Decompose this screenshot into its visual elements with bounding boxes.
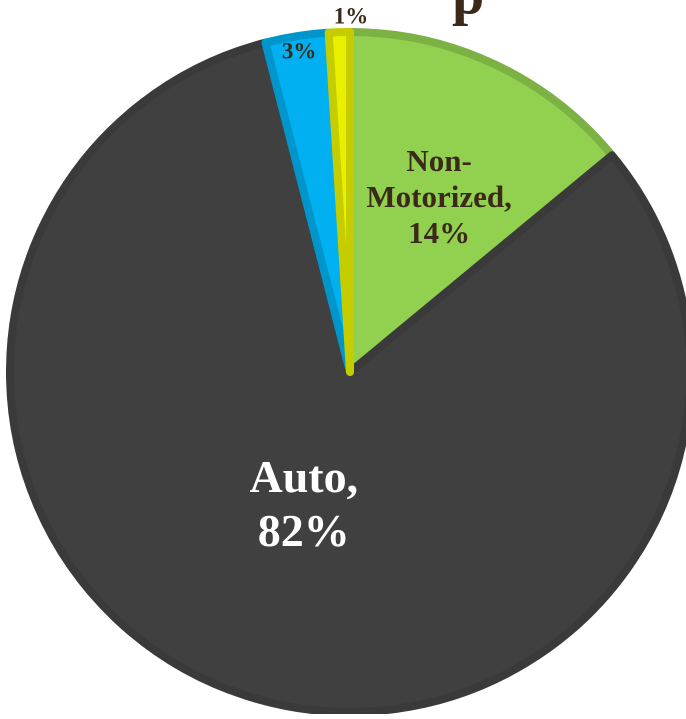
data-label-non-motorized-line-2: Motorized, bbox=[366, 179, 511, 214]
chart-title-fragment: p bbox=[452, 0, 484, 26]
data-label-non-motorized-line-1: Non- bbox=[406, 143, 471, 178]
title-layer: p bbox=[452, 0, 484, 26]
slices-layer bbox=[6, 27, 686, 716]
labels-layer: Non-Motorized,14% Auto,82% 3% 1% bbox=[249, 3, 511, 556]
data-label-auto-line-1: Auto, bbox=[249, 451, 358, 502]
data-label-auto-line-2: 82% bbox=[258, 505, 350, 556]
data-label-slice-3-line-1: 3% bbox=[282, 38, 317, 63]
pie-slice-auto bbox=[6, 38, 686, 716]
data-label-slice-4-line-1: 1% bbox=[334, 3, 369, 28]
pie-slice-slice-4 bbox=[324, 27, 354, 376]
pie-slice-non-motorized bbox=[346, 28, 616, 376]
data-label-non-motorized-line-3: 14% bbox=[408, 215, 470, 250]
